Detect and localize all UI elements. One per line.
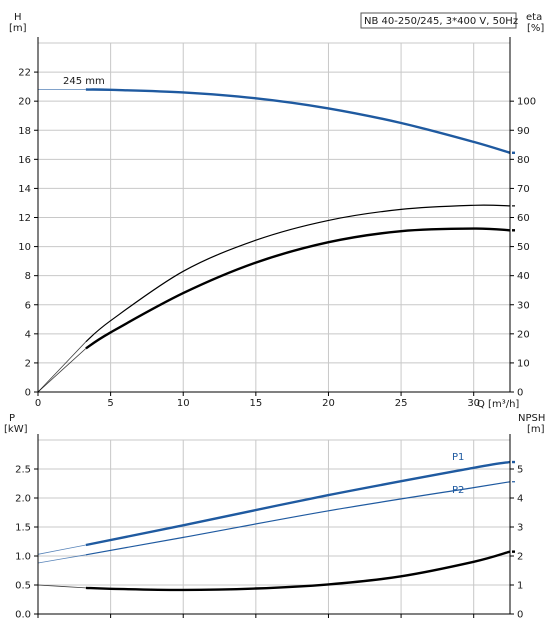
top-series-lines [37, 88, 515, 393]
right-tick-label: 90 [517, 126, 530, 137]
left-tick-label: 14 [18, 184, 31, 195]
left-tick-label: 8 [25, 271, 31, 282]
left-tick-label: 2.0 [15, 494, 31, 505]
series-line-extrapolated [37, 554, 86, 564]
efficiency-axis-unit: [%] [527, 23, 544, 34]
right-tick-label: 70 [517, 184, 530, 195]
right-tick-label: 20 [517, 329, 530, 340]
bottom-gridlines [38, 439, 510, 614]
curve-label-p1: P1 [452, 452, 464, 463]
left-tick-label: 2.5 [15, 465, 31, 476]
series-line-extrapolated [37, 341, 87, 393]
top-gridlines [38, 42, 510, 392]
left-tick-label: 12 [18, 213, 31, 224]
left-tick-label: 2 [25, 358, 31, 369]
right-tick-label: 0 [517, 388, 523, 399]
chart-title-box [360, 12, 517, 29]
right-tick-label: 80 [517, 155, 530, 166]
x-tick-label: 10 [177, 398, 190, 409]
bottom-series-lines [37, 460, 515, 592]
right-tick-label: 40 [517, 271, 530, 282]
head-axis-label: H [14, 12, 22, 23]
curve-label-245mm: 245 mm [63, 76, 105, 87]
series-line-extrapolated [37, 584, 86, 589]
right-tick-label: 50 [517, 242, 530, 253]
left-tick-label: 20 [18, 97, 31, 108]
left-tick-label: 0.5 [15, 581, 31, 592]
right-tick-label: 100 [517, 97, 536, 108]
right-tick-label: 0 [517, 610, 523, 621]
right-tick-label: 5 [517, 465, 523, 476]
left-tick-label: 4 [25, 329, 31, 340]
npsh-axis-label: NPSH [518, 413, 545, 424]
curve-label-p2: P2 [452, 485, 464, 496]
left-tick-label: 18 [18, 126, 31, 137]
right-tick-label: 4 [517, 494, 523, 505]
x-tick-label: 0 [35, 398, 41, 409]
series-line [85, 460, 511, 547]
x-tick-label: 25 [395, 398, 408, 409]
top-axes [37, 37, 511, 393]
x-tick-label: 30 [467, 398, 480, 409]
left-tick-label: 1.5 [15, 523, 31, 534]
npsh-axis-unit: [m] [527, 424, 545, 435]
right-tick-label: 10 [517, 358, 530, 369]
series-line [85, 88, 511, 154]
top-tick-labels: 0246810121416182022010203040506070809010… [18, 68, 536, 409]
left-tick-label: 16 [18, 155, 31, 166]
power-npsh-chart: 0.0 0.5 1.0 1.5 2.0 2.5 0 1 2 3 4 5 P [kW] NPSH [m]… [4, 413, 545, 621]
flow-axis-label: Q [m³/h] [477, 399, 519, 410]
right-tick-label: 30 [517, 300, 530, 311]
left-tick-label: 0 [25, 388, 31, 399]
series-line [85, 227, 511, 350]
left-tick-label: 1.0 [15, 552, 31, 563]
bottom-axes [37, 434, 511, 615]
chart-title: NB 40-250/245, 3*400 V, 50Hz [364, 16, 518, 27]
left-tick-label: 6 [25, 300, 31, 311]
head-efficiency-chart: 0246810121416182022010203040506070809010… [9, 12, 544, 410]
x-tick-label: 5 [107, 398, 113, 409]
bottom-tick-labels: 0.0 0.5 1.0 1.5 2.0 2.5 0 1 2 3 4 5 [15, 465, 523, 621]
left-tick-label: 10 [18, 242, 31, 253]
right-tick-label: 60 [517, 213, 530, 224]
power-axis-unit: [kW] [4, 424, 28, 435]
series-line [85, 481, 511, 556]
left-tick-label: 22 [18, 68, 31, 79]
efficiency-axis-label: eta [526, 12, 542, 23]
left-tick-label: 0.0 [15, 610, 31, 621]
series-line-extrapolated [37, 544, 86, 555]
power-axis-label: P [9, 413, 15, 424]
series-line-extrapolated [37, 348, 87, 393]
x-tick-label: 15 [249, 398, 262, 409]
right-tick-label: 2 [517, 552, 523, 563]
x-tick-label: 20 [322, 398, 335, 409]
right-tick-label: 3 [517, 523, 523, 534]
right-tick-label: 1 [517, 581, 523, 592]
head-axis-unit: [m] [9, 23, 27, 34]
series-line [85, 550, 511, 592]
series-line [85, 204, 511, 343]
